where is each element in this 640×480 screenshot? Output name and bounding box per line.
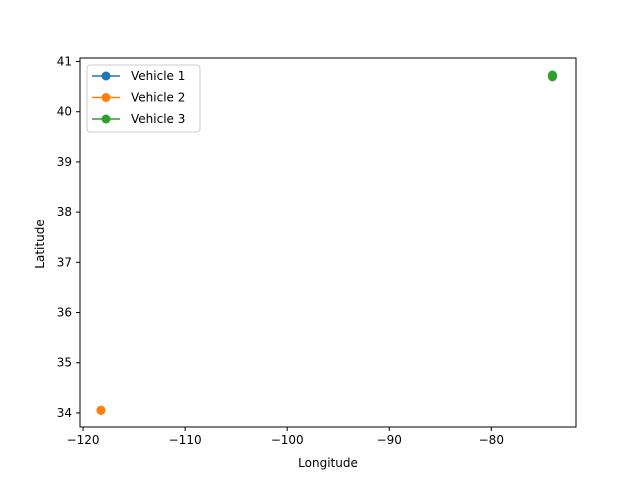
legend: Vehicle 1 Vehicle 2 Vehicle 3 bbox=[86, 64, 201, 133]
y-tick-label: 38 bbox=[57, 205, 72, 219]
y-axis-label: Latitude bbox=[33, 219, 47, 268]
x-tick-label: −100 bbox=[271, 433, 304, 447]
legend-label-vehicle-2: Vehicle 2 bbox=[131, 91, 185, 105]
x-tick-label: −90 bbox=[377, 433, 402, 447]
y-tick-label: 34 bbox=[57, 406, 72, 420]
y-tick-label: 35 bbox=[57, 356, 72, 370]
legend-marker-vehicle-1 bbox=[101, 71, 111, 81]
y-tick-label: 36 bbox=[57, 306, 72, 320]
legend-marker-vehicle-2 bbox=[101, 93, 111, 102]
y-tick-label: 39 bbox=[57, 155, 72, 169]
y-tick-label: 41 bbox=[57, 55, 72, 69]
y-tick-label: 37 bbox=[57, 255, 72, 269]
legend-box bbox=[86, 64, 201, 133]
legend-label-vehicle-1: Vehicle 1 bbox=[131, 69, 185, 83]
x-axis-label: Longitude bbox=[298, 456, 358, 470]
axes-frame bbox=[79, 57, 577, 428]
legend-label-vehicle-3: Vehicle 3 bbox=[131, 112, 185, 126]
x-tick-label: −120 bbox=[67, 433, 100, 447]
y-tick-label: 40 bbox=[57, 105, 72, 119]
x-tick-label: −110 bbox=[169, 433, 202, 447]
plot-area bbox=[96, 70, 558, 415]
axes: −120 −110 −100 −90 −80 34 35 36 37 38 39 40 41 bbox=[57, 55, 577, 447]
x-tick-label: −80 bbox=[479, 433, 504, 447]
data-point-vehicle-3 bbox=[547, 72, 557, 82]
legend-marker-vehicle-3 bbox=[101, 114, 111, 124]
data-point-vehicle-2 bbox=[96, 405, 106, 415]
